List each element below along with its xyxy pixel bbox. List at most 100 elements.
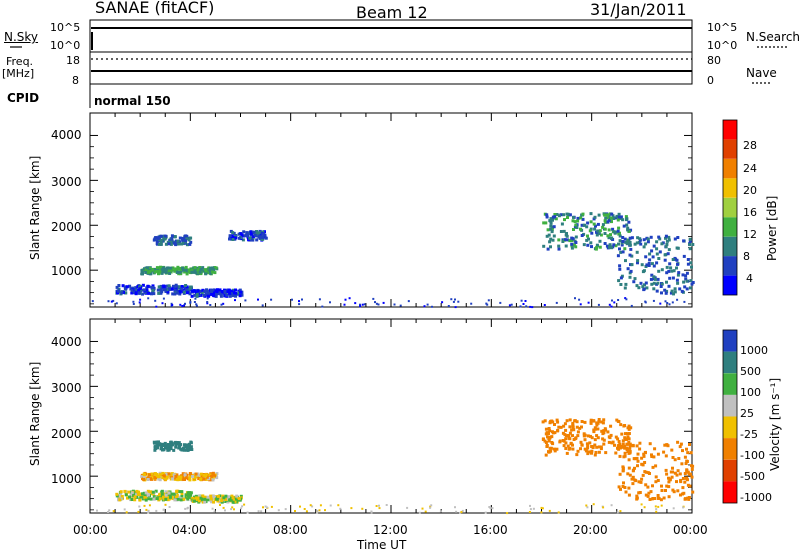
velocity-data-cell <box>421 507 424 510</box>
power-data-cell <box>642 245 646 249</box>
power-data-cell <box>196 289 200 293</box>
power-data-cell <box>189 300 192 303</box>
power-data-cell <box>585 238 589 242</box>
velocity-data-cell <box>631 482 635 486</box>
velocity-colorbar-segment <box>723 351 737 374</box>
velocity-data-cell <box>681 492 684 496</box>
velocity-data-cell <box>593 443 597 447</box>
velocity-data-cell <box>627 432 631 435</box>
power-data-cell <box>683 285 687 289</box>
velocity-data-cell <box>664 489 667 492</box>
power-data-cell <box>255 230 258 233</box>
velocity-data-cell <box>623 436 627 440</box>
velocity-data-cell <box>418 511 421 514</box>
velocity-data-cell <box>136 493 140 496</box>
power-data-cell <box>190 270 194 274</box>
velocity-data-cell <box>573 419 577 423</box>
velocity-data-cell <box>142 477 146 481</box>
power-data-cell <box>673 287 677 291</box>
power-data-cell <box>176 291 180 295</box>
power-data-cell <box>200 291 204 295</box>
power-data-cell <box>685 271 689 275</box>
power-data-cell <box>157 235 161 239</box>
velocity-data-cell <box>406 506 409 509</box>
power-data-cell <box>189 301 192 304</box>
velocity-data-cell <box>583 447 587 451</box>
velocity-data-cell <box>138 505 141 508</box>
velocity-data-cell <box>133 498 137 502</box>
velocity-data-cell <box>224 494 228 498</box>
velocity-data-cell <box>189 445 193 449</box>
velocity-data-cell <box>157 477 161 481</box>
velocity-data-cell <box>691 464 695 468</box>
power-data-cell <box>636 261 639 265</box>
power-data-cell <box>648 258 652 262</box>
velocity-data-cell <box>620 432 624 436</box>
power-data-cell <box>144 271 148 274</box>
velocity-data-cell <box>171 477 175 481</box>
velocity-data-cell <box>209 497 213 501</box>
velocity-data-cell <box>179 477 183 481</box>
velocity-data-cell <box>631 443 635 447</box>
velocity-data-cell <box>655 508 658 511</box>
power-data-cell <box>195 293 199 296</box>
velocity-data-cell <box>580 420 584 423</box>
power-data-cell <box>633 242 637 246</box>
power-data-cell <box>627 239 631 243</box>
power-data-cell <box>652 281 656 285</box>
power-data-cell <box>607 236 611 240</box>
power-data-cell <box>188 292 192 296</box>
power-data-cell <box>167 242 171 246</box>
power-data-cell <box>167 284 171 288</box>
power-data-cell <box>549 221 553 225</box>
power-data-cell <box>545 215 549 219</box>
power-data-cell <box>618 264 622 268</box>
date-title: 31/Jan/2011 <box>590 0 687 19</box>
radar-title: SANAE (fitACF) <box>95 0 215 17</box>
power-data-cell <box>239 290 243 294</box>
power-data-cell <box>681 273 685 277</box>
power-data-cell <box>656 277 660 281</box>
velocity-data-cell <box>239 494 243 498</box>
power-data-cell <box>622 224 626 228</box>
power-data-cell <box>574 223 578 227</box>
power-data-cell <box>642 287 646 291</box>
velocity-data-cell <box>246 511 249 514</box>
power-data-cell <box>393 303 396 306</box>
velocity-data-cell <box>685 477 689 481</box>
power-data-cell <box>246 232 249 236</box>
velocity-data-cell <box>583 420 587 424</box>
velocity-data-cell <box>602 438 606 442</box>
velocity-data-cell <box>459 511 461 514</box>
power-data-cell <box>231 294 235 298</box>
velocity-data-cell <box>637 491 641 495</box>
velocity-data-cell <box>211 476 215 480</box>
power-data-cell <box>251 230 255 234</box>
power-data-cell <box>207 294 211 298</box>
velocity-data-cell <box>592 503 595 506</box>
velocity-data-cell <box>571 447 575 451</box>
power-data-cell <box>572 243 576 247</box>
velocity-data-cell <box>186 446 190 450</box>
power-data-cell <box>219 294 223 298</box>
velocity-data-cell <box>164 493 168 497</box>
power-data-cell <box>151 291 155 295</box>
power-data-cell <box>151 289 155 292</box>
velocity-data-cell <box>147 509 150 512</box>
power-data-cell <box>625 298 628 301</box>
power-data-cell <box>674 257 678 261</box>
power-data-cell <box>147 297 150 300</box>
velocity-data-cell <box>621 439 625 443</box>
power-data-cell <box>162 297 165 300</box>
velocity-data-cell <box>160 446 163 450</box>
power-data-cell <box>124 287 128 291</box>
power-data-cell <box>184 268 188 272</box>
power-data-cell <box>91 300 94 303</box>
power-data-cell <box>560 222 564 226</box>
velocity-data-cell <box>659 498 663 502</box>
velocity-data-cell <box>294 510 296 512</box>
power-data-cell <box>630 263 634 267</box>
power-data-cell <box>639 281 643 285</box>
velocity-data-cell <box>607 435 611 439</box>
velocity-colorbar-segment <box>723 481 737 503</box>
